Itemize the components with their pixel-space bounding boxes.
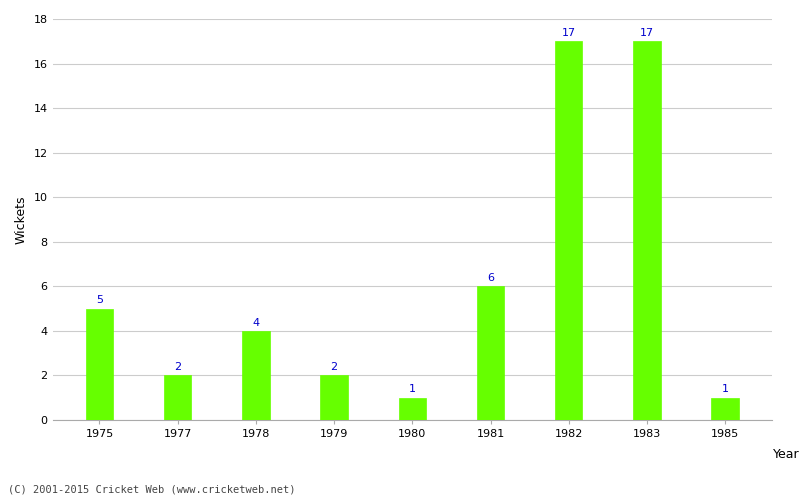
Bar <box>321 376 348 420</box>
Text: 17: 17 <box>562 28 576 38</box>
Text: 17: 17 <box>640 28 654 38</box>
Text: 2: 2 <box>330 362 338 372</box>
Bar <box>398 398 426 420</box>
Bar <box>164 376 191 420</box>
Y-axis label: Wickets: Wickets <box>15 196 28 244</box>
Text: 6: 6 <box>487 273 494 283</box>
Bar <box>634 42 661 420</box>
Bar <box>242 331 270 420</box>
Text: 2: 2 <box>174 362 182 372</box>
Text: 1: 1 <box>722 384 729 394</box>
Bar <box>477 286 504 420</box>
Bar <box>86 308 113 420</box>
Bar <box>555 42 582 420</box>
Text: (C) 2001-2015 Cricket Web (www.cricketweb.net): (C) 2001-2015 Cricket Web (www.cricketwe… <box>8 485 295 495</box>
Text: 4: 4 <box>252 318 259 328</box>
Bar <box>711 398 739 420</box>
X-axis label: Year: Year <box>773 448 800 461</box>
Text: 1: 1 <box>409 384 416 394</box>
Text: 5: 5 <box>96 296 103 306</box>
